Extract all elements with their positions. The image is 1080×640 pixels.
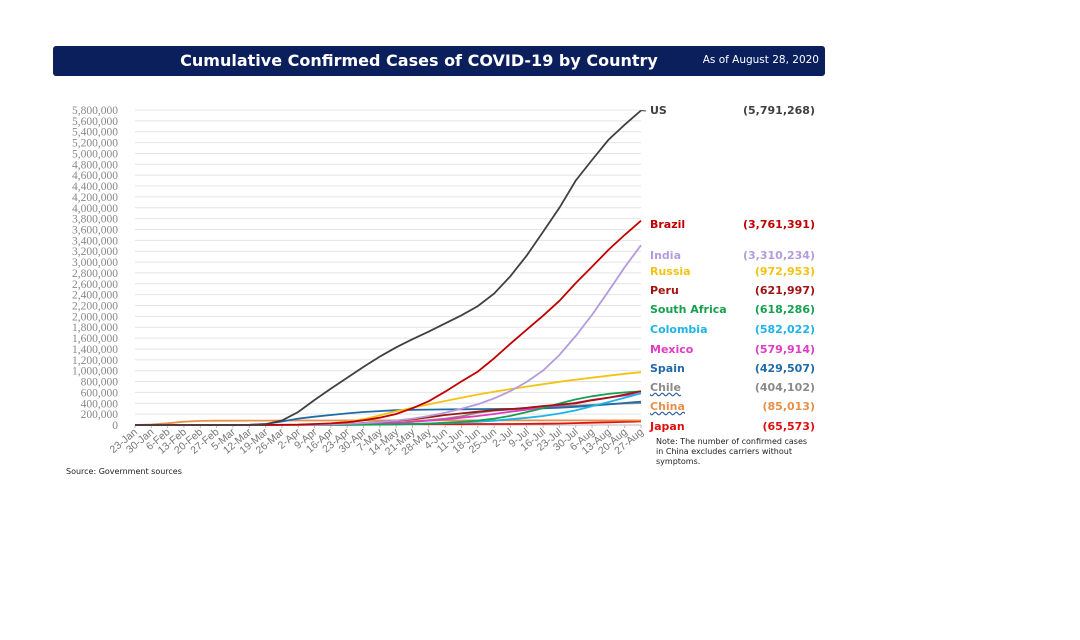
legend-label-india: India (650, 249, 681, 262)
y-tick-label: 1,400,000 (72, 344, 118, 356)
legend-label-japan: Japan (650, 420, 685, 433)
legend-value-peru: (621,997) (754, 284, 815, 297)
y-tick-label: 4,200,000 (72, 192, 118, 204)
y-tick-label: 3,400,000 (72, 235, 118, 247)
as-of-date: As of August 28, 2020 (702, 54, 819, 66)
y-tick-label: 1,800,000 (72, 322, 118, 334)
y-tick-label: 5,800,000 (72, 105, 118, 117)
y-tick-label: 600,000 (81, 387, 119, 399)
legend-label-china: China (650, 400, 685, 413)
y-tick-label: 2,000,000 (72, 311, 118, 323)
legend-value-china: (85,013) (762, 400, 815, 413)
y-tick-label: 1,000,000 (72, 366, 118, 378)
y-tick-label: 4,000,000 (72, 203, 118, 215)
legend-label-us: US (650, 104, 667, 117)
legend-value-chile: (404,102) (754, 381, 815, 394)
y-tick-label: 5,000,000 (72, 148, 118, 160)
legend-label-peru: Peru (650, 284, 679, 297)
y-tick-label: 5,600,000 (72, 116, 118, 128)
y-tick-label: 5,200,000 (72, 138, 118, 150)
y-tick-label: 2,400,000 (72, 290, 118, 302)
legend-label-chile: Chile (650, 381, 681, 394)
y-tick-label: 1,200,000 (72, 355, 118, 367)
y-tick-label: 1,600,000 (72, 333, 118, 345)
y-tick-label: 2,600,000 (72, 279, 118, 291)
y-tick-label: 4,800,000 (72, 159, 118, 171)
legend-value-mexico: (579,914) (754, 343, 815, 356)
legend-label-south-africa: South Africa (650, 303, 727, 316)
title-bar: Cumulative Confirmed Cases of COVID-19 b… (53, 46, 825, 76)
legend-label-mexico: Mexico (650, 343, 694, 356)
y-tick-label: 5,400,000 (72, 127, 118, 139)
y-tick-label: 4,400,000 (72, 181, 118, 193)
y-tick-label: 3,000,000 (72, 257, 118, 269)
series-line-india (135, 244, 642, 426)
legend-label-brazil: Brazil (650, 218, 686, 231)
y-tick-label: 3,200,000 (72, 246, 118, 258)
legend-value-us: (5,791,268) (743, 104, 815, 117)
y-tick-label: 800,000 (81, 377, 119, 389)
y-tick-label: 2,200,000 (72, 301, 118, 313)
footnote: Note: The number of confirmed cases in C… (656, 437, 808, 466)
y-tick-label: 3,600,000 (72, 224, 118, 236)
y-tick-label: 200,000 (81, 409, 119, 421)
source-text: Source: Government sources (66, 467, 182, 476)
legend-value-india: (3,310,234) (743, 249, 815, 262)
chart-title: Cumulative Confirmed Cases of COVID-19 b… (180, 51, 658, 70)
legend-value-spain: (429,507) (754, 362, 815, 375)
legend-value-russia: (972,953) (754, 265, 815, 278)
legend-value-south-africa: (618,286) (754, 303, 815, 316)
series-line-us (135, 109, 642, 426)
legend-value-colombia: (582,022) (754, 323, 815, 336)
legend-label-spain: Spain (650, 362, 685, 375)
y-tick-label: 2,800,000 (72, 268, 118, 280)
legend-label-colombia: Colombia (650, 323, 708, 336)
legend-value-japan: (65,573) (762, 420, 815, 433)
y-tick-label: 3,800,000 (72, 214, 118, 226)
legend-value-brazil: (3,761,391) (743, 218, 815, 231)
y-tick-label: 400,000 (81, 398, 119, 410)
y-tick-label: 0 (112, 420, 118, 432)
legend-label-russia: Russia (650, 265, 691, 278)
y-tick-label: 4,600,000 (72, 170, 118, 182)
series-line-russia (135, 371, 642, 426)
us-leader-line (640, 109, 647, 112)
